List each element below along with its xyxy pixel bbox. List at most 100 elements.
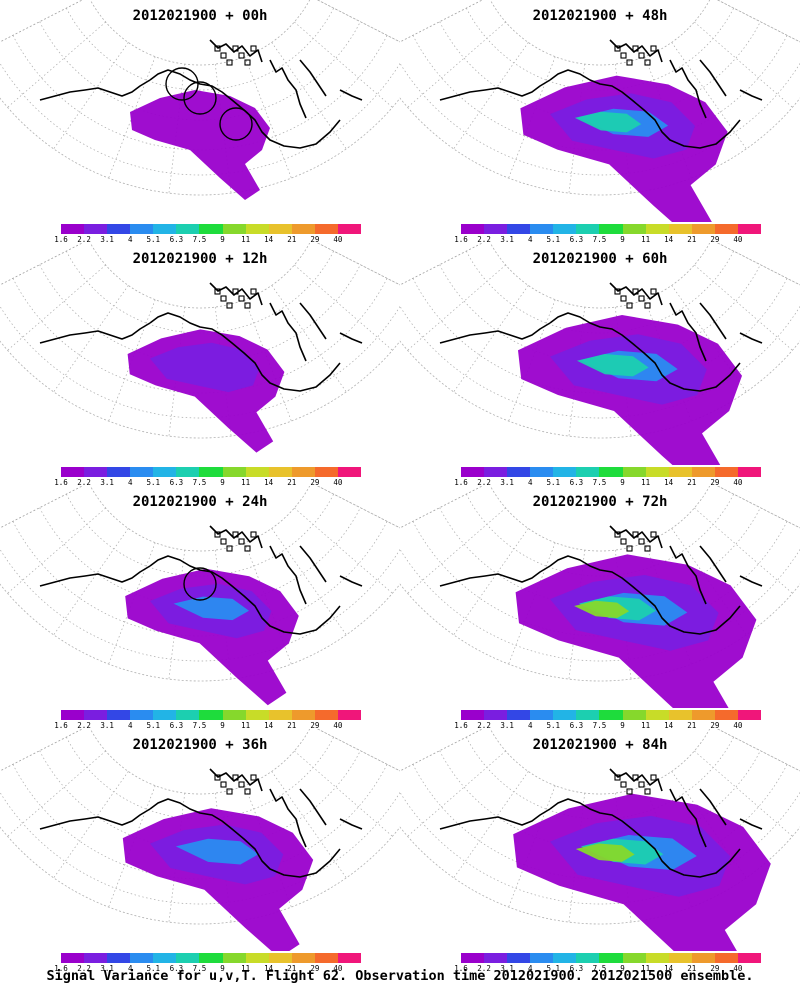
island-outline: [638, 52, 645, 59]
colorbar-tick-label: 14: [264, 721, 274, 730]
island-outline: [650, 531, 657, 538]
colorbar-swatch: [461, 467, 485, 477]
forecast-panel: 2012021900 + 60h 1.6 2.2 3.1 4 5.1 6.3 7.5 9 11 14…: [400, 243, 800, 488]
colorbar-tick-label: 2.2: [77, 964, 91, 973]
colorbar-swatch: [530, 953, 554, 963]
island-outline: [626, 545, 633, 552]
colorbar-tick-label: 29: [710, 478, 720, 487]
coastline: [739, 332, 763, 344]
longitude-gridline: [7, 507, 106, 594]
polar-map: [0, 243, 400, 453]
island-outline: [250, 45, 257, 52]
colorbar-swatch: [530, 224, 554, 234]
colorbar-tick-label: 2.2: [477, 964, 491, 973]
coastline: [269, 302, 307, 362]
colorbar-swatch: [737, 710, 762, 720]
latitude-gridline: [66, 7, 334, 91]
colorbar-swatch: [222, 710, 246, 720]
colorbar-swatch: [291, 953, 315, 963]
coastline: [339, 575, 363, 587]
colorbar-swatch: [245, 224, 269, 234]
colorbar-swatch: [337, 224, 362, 234]
observation-circle: [183, 81, 217, 115]
longitude-gridline: [294, 750, 393, 837]
longitude-gridline: [694, 264, 793, 351]
colorbar-swatch: [576, 953, 600, 963]
colorbar-tick-label: 7.5: [592, 235, 607, 244]
colorbar-swatch: [599, 467, 623, 477]
colorbar-swatch: [153, 710, 177, 720]
island-outline: [244, 302, 251, 309]
colorbar-swatch: [737, 953, 762, 963]
colorbar-swatch: [291, 710, 315, 720]
colorbar-tick-label: 1.6: [54, 235, 68, 244]
polar-map: [0, 729, 400, 951]
coastline: [339, 818, 363, 830]
polar-map: [400, 486, 800, 708]
colorbar-tick-label: 7.5: [192, 721, 207, 730]
coastline: [339, 89, 363, 101]
colorbar-labels: 1.6 2.2 3.1 4 5.1 6.3 7.5 9 11 14 21 29 40: [454, 235, 761, 245]
colorbar-swatch: [622, 467, 646, 477]
colorbar-tick-label: 4: [127, 964, 133, 973]
island-outline: [226, 788, 233, 795]
colorbar-tick-label: 7.5: [192, 478, 207, 487]
latitude-gridline: [412, 278, 788, 394]
colorbar-tick-label: 21: [287, 964, 297, 973]
coastline: [299, 545, 327, 583]
longitude-gridline: [407, 21, 506, 108]
coastline: [669, 788, 707, 848]
colorbar-swatch: [668, 710, 692, 720]
colorbar-tick-label: 7.5: [192, 964, 207, 973]
colorbar-tick-label: 6.3: [569, 235, 584, 244]
colorbar-swatch: [268, 467, 292, 477]
latitude-gridline: [412, 764, 788, 880]
latitude-gridline: [12, 521, 388, 637]
colorbar-swatch: [245, 467, 269, 477]
colorbar-tick-label: 29: [310, 721, 320, 730]
latitude-gridline: [439, 507, 761, 607]
longitude-gridline: [0, 486, 84, 529]
colorbar-tick-label: 2.2: [77, 235, 91, 244]
colorbar-swatch: [107, 953, 131, 963]
island-outline: [644, 302, 651, 309]
colorbar-swatch: [714, 467, 738, 477]
island-outline: [644, 545, 651, 552]
colorbar-tick-label: 14: [664, 478, 674, 487]
longitude-gridline: [316, 486, 400, 529]
colorbar-tick-label: 3.1: [500, 721, 514, 730]
colorbar-tick-label: 40: [333, 235, 343, 244]
longitude-gridline: [671, 42, 747, 150]
colorbar-swatch: [737, 224, 762, 234]
coastline: [299, 788, 327, 826]
coastline: [439, 322, 551, 344]
forecast-panel: 2012021900 + 84h 1.6 2.2 3.1 4 5.1 6.3 7.5 9 11 14…: [400, 729, 800, 974]
coastline: [439, 79, 551, 101]
longitude-gridline: [7, 750, 106, 837]
forecast-panel: 2012021900 + 00h 1.6 2.2 3.1 4 5.1 6.3 7.5 9 11 14…: [0, 0, 400, 245]
island-outline: [614, 45, 621, 52]
colorbar-swatch: [199, 710, 223, 720]
colorbar-tick-label: 4: [527, 235, 533, 244]
longitude-gridline: [7, 264, 106, 351]
longitude-gridline: [316, 0, 400, 43]
panel-title: 2012021900 + 36h: [132, 737, 268, 753]
colorbar-tick-label: 5.1: [146, 964, 161, 973]
island-outline: [214, 288, 221, 295]
colorbar-swatch: [553, 467, 577, 477]
coastline: [549, 69, 741, 149]
figure-caption: Signal Variance for u,v,T. Flight 62. Ob…: [46, 968, 754, 984]
coastline: [549, 312, 741, 392]
variance-contour: [173, 596, 249, 621]
colorbar-swatch: [107, 467, 131, 477]
island-outline: [226, 545, 233, 552]
colorbar-swatch: [599, 710, 623, 720]
colorbar-tick-label: 14: [664, 235, 674, 244]
longitude-gridline: [271, 42, 347, 150]
colorbar-tick-label: 11: [241, 721, 251, 730]
longitude-gridline: [407, 264, 506, 351]
forecast-panel: 2012021900 + 36h 1.6 2.2 3.1 4 5.1 6.3 7.5 9 11 14…: [0, 729, 400, 974]
longitude-gridline: [453, 528, 529, 636]
coastline: [149, 798, 341, 878]
colorbar-tick-label: 1.6: [54, 721, 68, 730]
